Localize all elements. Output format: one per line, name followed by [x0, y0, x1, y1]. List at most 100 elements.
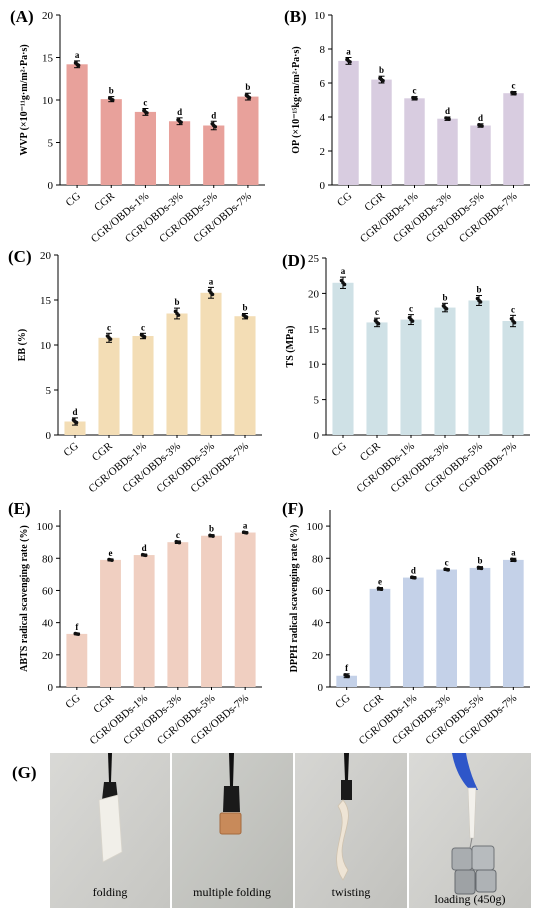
- y-tick-label: 10: [42, 95, 54, 107]
- category-label: CGR: [361, 692, 387, 716]
- bar: [366, 322, 388, 435]
- y-tick-label: 100: [37, 521, 54, 533]
- category-label: CGR: [92, 190, 118, 214]
- category-label: CGR/OBDs-3%: [121, 692, 183, 747]
- significance-letter: d: [478, 113, 483, 123]
- data-point: [108, 558, 113, 562]
- bar: [203, 125, 225, 185]
- bar: [403, 577, 424, 687]
- data-point: [379, 77, 384, 82]
- bar: [469, 567, 491, 687]
- y-tick-label: 40: [42, 618, 54, 630]
- y-tick-label: 5: [314, 395, 320, 407]
- y-tick-label: 0: [46, 430, 52, 442]
- bar: [338, 60, 359, 185]
- category-label: CGR: [91, 692, 117, 716]
- bar: [100, 559, 121, 687]
- significance-letter: d: [211, 110, 216, 120]
- data-point: [341, 280, 345, 285]
- data-point: [411, 575, 416, 580]
- data-point: [177, 119, 182, 124]
- photo-caption-twisting: twisting: [332, 885, 371, 899]
- y-tick-label: 15: [308, 324, 320, 336]
- data-point: [412, 96, 417, 101]
- data-point: [73, 419, 77, 424]
- y-axis-title: OP (×10⁻¹⁵kg·m/m²·Pa·s): [291, 46, 302, 153]
- category-label: CG: [333, 692, 352, 711]
- y-tick-label: 25: [308, 253, 320, 265]
- significance-letter: a: [341, 266, 346, 276]
- data-point: [75, 62, 79, 67]
- category-label: CGR/OBDs-5%: [422, 440, 484, 495]
- significance-letter: c: [143, 98, 147, 108]
- bar: [64, 421, 86, 435]
- category-label: CGR/OBDs-7%: [456, 440, 518, 495]
- panel-label-f: (F): [282, 499, 304, 518]
- bar: [201, 535, 222, 687]
- bar: [436, 569, 457, 687]
- data-point: [478, 566, 482, 570]
- category-label: CGR/OBDs-1%: [88, 692, 150, 747]
- bar: [166, 313, 188, 435]
- panel-label-a: (A): [10, 7, 34, 26]
- photo-folding: folding: [50, 753, 170, 908]
- panel-label-e: (E): [8, 499, 31, 518]
- category-label: CG: [64, 190, 83, 209]
- significance-letter: b: [442, 292, 447, 302]
- data-point: [443, 305, 447, 310]
- data-point: [445, 116, 450, 121]
- category-label: CGR/OBDs-5%: [155, 692, 217, 747]
- data-point: [141, 334, 145, 338]
- data-point: [209, 291, 213, 295]
- significance-letter: c: [512, 81, 516, 91]
- category-label: CGR/OBDs-5%: [423, 692, 485, 747]
- photo-loading: loading (450g): [409, 753, 531, 908]
- significance-letter: d: [411, 566, 416, 576]
- bar: [98, 337, 120, 435]
- data-point: [107, 336, 111, 340]
- data-point: [344, 673, 349, 678]
- y-tick-label: 6: [320, 78, 326, 90]
- y-tick-label: 10: [40, 340, 52, 352]
- data-point: [143, 110, 148, 114]
- significance-letter: e: [378, 577, 382, 587]
- category-label: CGR/OBDs-5%: [424, 190, 486, 245]
- photo-panel: (G) folding: [12, 753, 531, 908]
- significance-letter: b: [245, 82, 250, 92]
- data-point: [478, 123, 483, 128]
- y-axis-title: EB (%): [17, 329, 28, 362]
- chart-panel-e: (E) 0 20 40 60 80 100 ABTS radical scavenging r…: [8, 499, 262, 747]
- category-label: CGR/OBDs-3%: [388, 440, 450, 495]
- y-tick-label: 5: [48, 138, 54, 150]
- y-tick-label: 60: [42, 585, 54, 597]
- category-label: CGR: [362, 190, 388, 214]
- y-axis-title: ABTS radical scavenging rate (%): [19, 525, 30, 672]
- y-tick-label: 0: [48, 180, 54, 192]
- y-tick-label: 8: [320, 44, 326, 56]
- data-point: [444, 567, 449, 572]
- panel-label-c: (C): [8, 247, 32, 266]
- data-point: [176, 540, 180, 544]
- significance-letter: b: [379, 65, 384, 75]
- significance-letter: c: [511, 304, 515, 314]
- significance-letter: b: [476, 285, 481, 295]
- y-axis-title: WVP (×10⁻¹¹g·m/m²·Pa·s): [19, 44, 30, 155]
- chart-panel-f: (F) 0 20 40 60 80 100 DPPH radical scavenging r…: [282, 499, 530, 747]
- bar: [66, 633, 88, 687]
- data-point: [375, 320, 379, 325]
- data-point: [211, 123, 216, 128]
- significance-letter: d: [72, 407, 77, 417]
- y-tick-label: 15: [42, 53, 54, 65]
- significance-letter: b: [174, 297, 179, 307]
- category-label: CGR/OBDs-3%: [120, 440, 182, 495]
- y-axis-title: DPPH radical scavenging rate (%): [289, 525, 300, 673]
- photo-caption-loading: loading (450g): [435, 892, 506, 906]
- category-label: CGR/OBDs-7%: [457, 692, 519, 747]
- photo-twisting: twisting: [295, 753, 407, 908]
- significance-letter: f: [345, 663, 349, 673]
- bar: [200, 292, 222, 435]
- bar: [168, 121, 191, 185]
- significance-letter: d: [142, 543, 147, 553]
- category-label: CGR: [358, 440, 384, 464]
- y-tick-label: 60: [312, 585, 324, 597]
